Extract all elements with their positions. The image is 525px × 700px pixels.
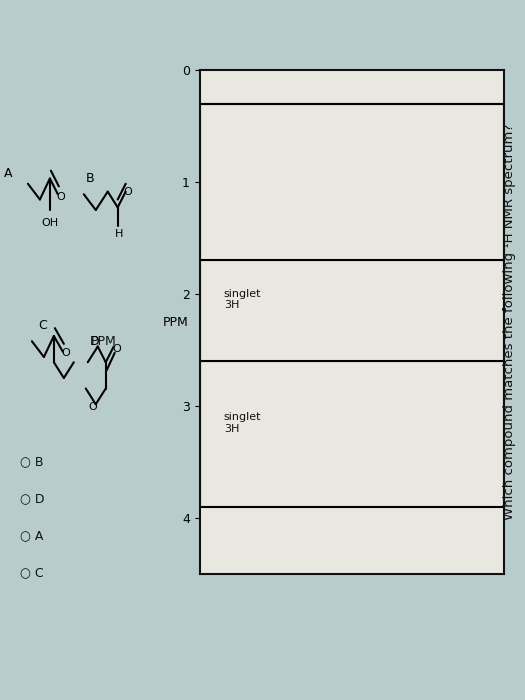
Text: ○ B: ○ B [20, 456, 44, 468]
Text: B: B [86, 172, 94, 185]
Text: OH: OH [41, 218, 58, 228]
Text: ○ D: ○ D [20, 492, 45, 505]
Y-axis label: PPM: PPM [162, 316, 188, 328]
Text: H: H [114, 229, 123, 239]
Text: D: D [90, 335, 99, 348]
Text: Which compound matches the following ¹H NMR spectrum?: Which compound matches the following ¹H … [503, 124, 516, 520]
Text: A: A [4, 167, 13, 180]
Text: ○ A: ○ A [20, 529, 44, 542]
Text: singlet
3H: singlet 3H [224, 412, 261, 433]
Text: O: O [112, 344, 121, 354]
Text: O: O [57, 192, 65, 202]
Text: O: O [61, 348, 70, 358]
Text: O: O [88, 402, 97, 412]
Text: ○ C: ○ C [20, 566, 44, 579]
Text: O: O [123, 187, 132, 197]
Text: PPM: PPM [91, 335, 117, 348]
Text: singlet
3H: singlet 3H [224, 289, 261, 310]
Text: C: C [38, 319, 47, 332]
